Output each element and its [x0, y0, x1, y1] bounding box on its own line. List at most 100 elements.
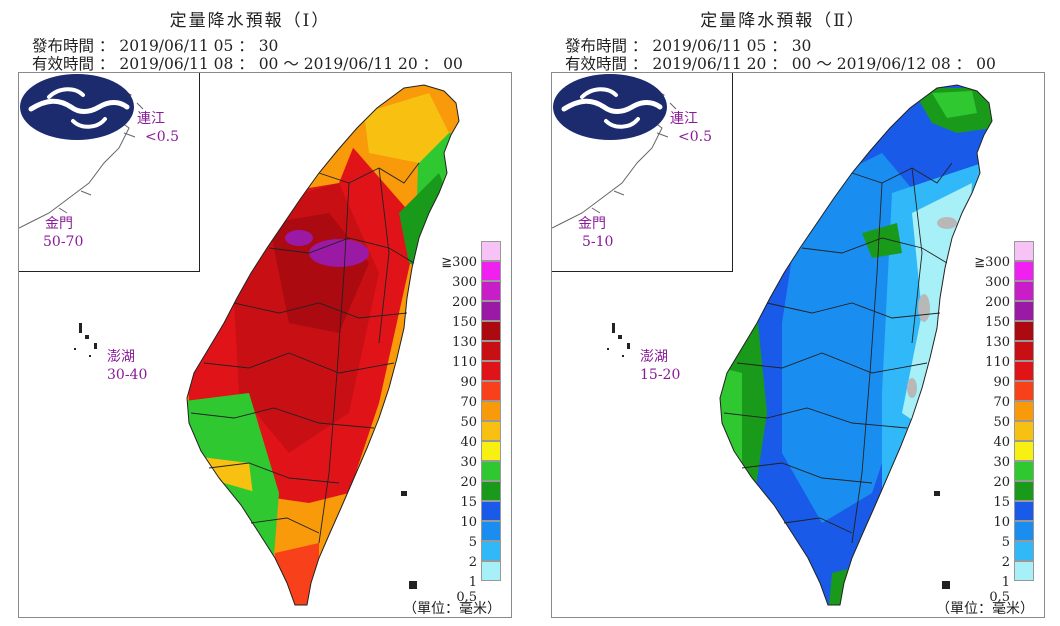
legend-swatch: [1014, 261, 1034, 281]
legend-label: ≧300: [974, 255, 1010, 270]
legend-swatch: [481, 301, 501, 321]
rainfall-legend: ≧300 300 200 150 130 110 90 70 50 40 30 …: [441, 241, 513, 604]
legend-label: 150: [985, 315, 1010, 330]
agency-logo-icon: [553, 74, 667, 140]
legend-label: 40: [460, 435, 477, 450]
legend-label: 10: [993, 515, 1010, 530]
legend-swatch: [1014, 401, 1034, 421]
legend-swatch: [1014, 381, 1034, 401]
island-rainfall: 15-20: [640, 367, 681, 383]
legend-label: 50: [460, 415, 477, 430]
legend-label: 150: [452, 315, 477, 330]
legend-swatch: [1014, 481, 1034, 501]
legend-label: 0.5: [456, 590, 477, 605]
unit-label: （單位：毫米）: [403, 601, 501, 617]
island-rainfall: 50-70: [43, 234, 84, 250]
rainfall-legend: ≧300 300 200 150 130 110 90 70 50 40 30 …: [974, 241, 1046, 604]
panel-title: 定量降水預報（Ⅱ）: [700, 11, 866, 31]
rainfall-map: 連江 <0.5 金門 50-70 澎湖 30-40 ≧300 300 200 1…: [18, 72, 512, 618]
legend-label: 30: [460, 455, 477, 470]
legend-label: 70: [460, 395, 477, 410]
island-name: 連江: [670, 111, 698, 127]
legend-swatch: [481, 281, 501, 301]
legend-label: 20: [993, 475, 1010, 490]
taiwan-rainfall-map-2: [607, 84, 993, 606]
island-rainfall: 5-10: [582, 234, 614, 250]
panel-title: 定量降水預報（Ⅰ）: [169, 11, 331, 31]
island-rainfall: <0.5: [145, 129, 179, 145]
legend-swatch: [481, 421, 501, 441]
legend-swatch: [481, 441, 501, 461]
island-rainfall: <0.5: [678, 129, 712, 145]
legend-label: 110: [985, 355, 1010, 370]
legend-label: 0.5: [989, 590, 1010, 605]
legend-swatch: [481, 461, 501, 481]
legend-swatch: [481, 561, 501, 581]
legend-swatch: [481, 261, 501, 281]
legend-swatch: [1014, 361, 1034, 381]
legend-swatch: [1014, 341, 1034, 361]
legend-swatch: [481, 241, 501, 261]
legend-swatch: [1014, 561, 1034, 581]
unit-label: （單位：毫米）: [936, 601, 1034, 617]
legend-swatch: [1014, 241, 1034, 261]
legend-label: 200: [985, 295, 1010, 310]
legend-label: 2: [468, 555, 477, 570]
legend-swatch: [481, 541, 501, 561]
issued-time: 發布時間 ： 2019/06/11 05 ： 30: [32, 37, 279, 55]
legend-swatch: [481, 361, 501, 381]
legend-label: 70: [993, 395, 1010, 410]
legend-label: 130: [452, 335, 477, 350]
legend-swatch: [1014, 521, 1034, 541]
legend-label: 30: [993, 455, 1010, 470]
island-rainfall: 30-40: [107, 367, 148, 383]
legend-swatch: [481, 501, 501, 521]
legend-swatch: [1014, 421, 1034, 441]
legend-label: 1: [1001, 575, 1010, 590]
island-name: 澎湖: [640, 349, 668, 365]
legend-swatch: [1014, 321, 1034, 341]
legend-label: 300: [452, 275, 477, 290]
legend-label: 5: [1001, 535, 1010, 550]
legend-swatch: [481, 481, 501, 501]
legend-swatch: [1014, 301, 1034, 321]
legend-label: 130: [985, 335, 1010, 350]
legend-label: 1: [468, 575, 477, 590]
legend-label: 5: [468, 535, 477, 550]
legend-swatch: [481, 341, 501, 361]
legend-swatch: [481, 401, 501, 421]
island-name: 澎湖: [107, 349, 135, 365]
legend-label: 15: [993, 495, 1010, 510]
forecast-panel-1: 定量降水預報（Ⅰ） 發布時間 ： 2019/06/11 05 ： 30 有效時間…: [0, 0, 520, 626]
legend-label: 40: [993, 435, 1010, 450]
legend-swatch: [1014, 501, 1034, 521]
legend-label: 300: [985, 275, 1010, 290]
rainfall-map: 連江 <0.5 金門 5-10 澎湖 15-20 ≧300 300 200 15…: [551, 72, 1045, 618]
legend-swatch: [481, 321, 501, 341]
agency-logo-icon: [20, 74, 134, 140]
forecast-panel-2: 定量降水預報（Ⅱ） 發布時間 ： 2019/06/11 05 ： 30 有效時間…: [533, 0, 1053, 626]
island-name: 金門: [578, 216, 606, 232]
legend-label: 10: [460, 515, 477, 530]
legend-label: 50: [993, 415, 1010, 430]
issued-time: 發布時間 ： 2019/06/11 05 ： 30: [565, 37, 812, 55]
legend-swatch: [481, 521, 501, 541]
island-name: 金門: [45, 216, 73, 232]
legend-swatch: [1014, 441, 1034, 461]
legend-label: 2: [1001, 555, 1010, 570]
legend-swatch: [1014, 541, 1034, 561]
valid-time: 有效時間 ： 2019/06/11 08 ： 00 〜 2019/06/11 2…: [32, 55, 463, 73]
legend-label: 15: [460, 495, 477, 510]
legend-swatch: [481, 381, 501, 401]
legend-label: ≧300: [441, 255, 477, 270]
valid-time: 有效時間 ： 2019/06/11 20 ： 00 〜 2019/06/12 0…: [565, 55, 996, 73]
legend-label: 110: [452, 355, 477, 370]
legend-swatch: [1014, 281, 1034, 301]
legend-swatch: [1014, 461, 1034, 481]
legend-label: 90: [460, 375, 477, 390]
taiwan-rainfall-map-1: [74, 84, 460, 606]
legend-label: 200: [452, 295, 477, 310]
island-name: 連江: [137, 111, 165, 127]
legend-label: 90: [993, 375, 1010, 390]
legend-label: 20: [460, 475, 477, 490]
